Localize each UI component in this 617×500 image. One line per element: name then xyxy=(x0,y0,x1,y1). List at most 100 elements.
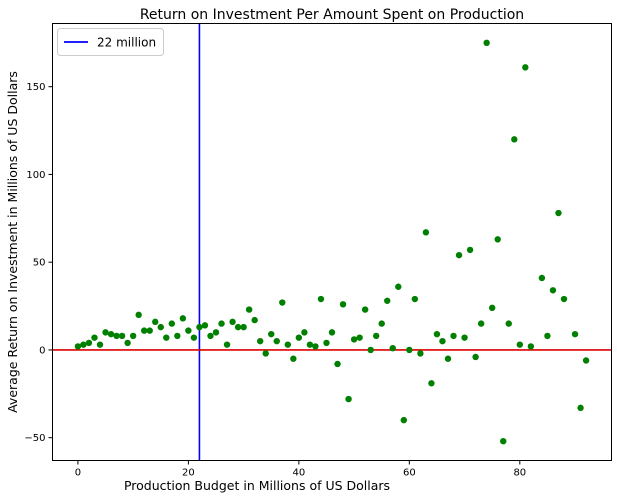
data-point xyxy=(389,344,396,352)
data-point xyxy=(102,329,109,336)
data-point xyxy=(356,334,363,341)
data-point xyxy=(273,337,280,345)
data-point xyxy=(290,355,297,362)
data-point xyxy=(196,323,203,331)
data-point xyxy=(400,416,408,424)
data-point xyxy=(179,315,187,322)
data-point xyxy=(174,332,181,340)
data-point xyxy=(439,337,446,345)
data-point xyxy=(367,346,374,354)
data-point xyxy=(207,332,214,340)
data-point xyxy=(140,327,148,334)
data-point xyxy=(295,334,303,341)
plot-content xyxy=(52,23,612,461)
data-point xyxy=(229,318,236,326)
data-point xyxy=(472,353,479,361)
data-point xyxy=(74,343,82,350)
data-point xyxy=(218,320,225,327)
data-point xyxy=(505,320,512,327)
data-point xyxy=(91,334,98,341)
x-tick-label: 40 xyxy=(292,468,305,479)
data-point xyxy=(555,209,562,217)
data-point xyxy=(262,350,269,357)
tick-layer: 0 20 40 60 80 −50 0 50 100 150 xyxy=(24,82,526,478)
x-axis-label: Production Budget in Millions of US Doll… xyxy=(124,478,390,493)
data-point xyxy=(345,395,352,403)
data-point xyxy=(240,323,247,331)
y-tick-label: 50 xyxy=(33,258,46,269)
data-point xyxy=(152,318,159,326)
x-tick-label: 60 xyxy=(403,468,416,479)
data-point xyxy=(477,320,485,327)
data-point xyxy=(466,246,474,254)
data-point xyxy=(422,229,430,236)
data-point xyxy=(334,360,341,368)
y-tick-label: −50 xyxy=(24,433,45,444)
data-point xyxy=(301,329,308,336)
data-point xyxy=(312,343,319,350)
y-axis-label: Average Return on Investment in Millions… xyxy=(5,71,20,413)
data-point xyxy=(384,297,391,304)
data-point xyxy=(417,350,424,357)
data-point xyxy=(190,334,198,341)
data-point xyxy=(516,341,524,348)
legend: 22 million xyxy=(57,28,164,56)
data-point xyxy=(483,39,490,47)
y-tick-label: 100 xyxy=(26,170,45,181)
data-point xyxy=(433,330,441,338)
data-point xyxy=(428,380,435,387)
data-point xyxy=(328,329,336,336)
data-point xyxy=(461,334,468,341)
data-point xyxy=(455,251,463,259)
data-point xyxy=(80,341,87,348)
data-point xyxy=(201,322,209,329)
data-point xyxy=(350,336,358,343)
data-point xyxy=(223,341,231,348)
y-tick-label: 150 xyxy=(26,82,45,93)
data-point xyxy=(522,64,529,71)
data-point xyxy=(163,334,170,341)
x-tick-label: 0 xyxy=(75,468,81,479)
data-point xyxy=(245,306,253,313)
y-tick-label: 0 xyxy=(39,345,45,356)
data-point xyxy=(118,332,126,340)
data-point xyxy=(372,332,380,340)
data-point xyxy=(339,301,347,308)
data-point xyxy=(549,287,557,294)
data-point xyxy=(577,404,584,412)
data-point xyxy=(500,437,507,445)
data-point xyxy=(323,339,330,347)
data-point xyxy=(378,320,385,327)
data-point xyxy=(113,332,120,340)
data-point xyxy=(361,306,369,313)
data-point xyxy=(256,337,264,345)
data-point xyxy=(157,323,164,331)
data-point xyxy=(279,299,286,306)
data-point xyxy=(560,295,568,303)
data-point xyxy=(544,332,551,340)
data-point xyxy=(511,136,518,143)
data-point xyxy=(488,304,496,312)
data-point xyxy=(582,357,590,364)
data-point xyxy=(185,327,192,334)
data-point xyxy=(251,316,258,324)
data-point xyxy=(571,330,579,338)
data-point xyxy=(527,343,535,350)
data-point xyxy=(284,341,292,348)
data-point xyxy=(450,332,457,340)
data-point xyxy=(538,274,546,282)
data-point xyxy=(494,236,501,243)
x-tick-label: 20 xyxy=(182,468,195,479)
data-point xyxy=(406,346,413,354)
data-point xyxy=(85,339,93,347)
legend-label: 22 million xyxy=(97,36,156,50)
chart-title: Return on Investment Per Amount Spent on… xyxy=(140,7,524,23)
data-point xyxy=(168,320,176,327)
data-point xyxy=(306,341,314,348)
x-tick-label: 80 xyxy=(513,468,526,479)
data-point xyxy=(146,327,153,334)
data-point xyxy=(411,295,419,303)
data-point xyxy=(212,329,220,336)
plot-frame xyxy=(52,23,612,461)
